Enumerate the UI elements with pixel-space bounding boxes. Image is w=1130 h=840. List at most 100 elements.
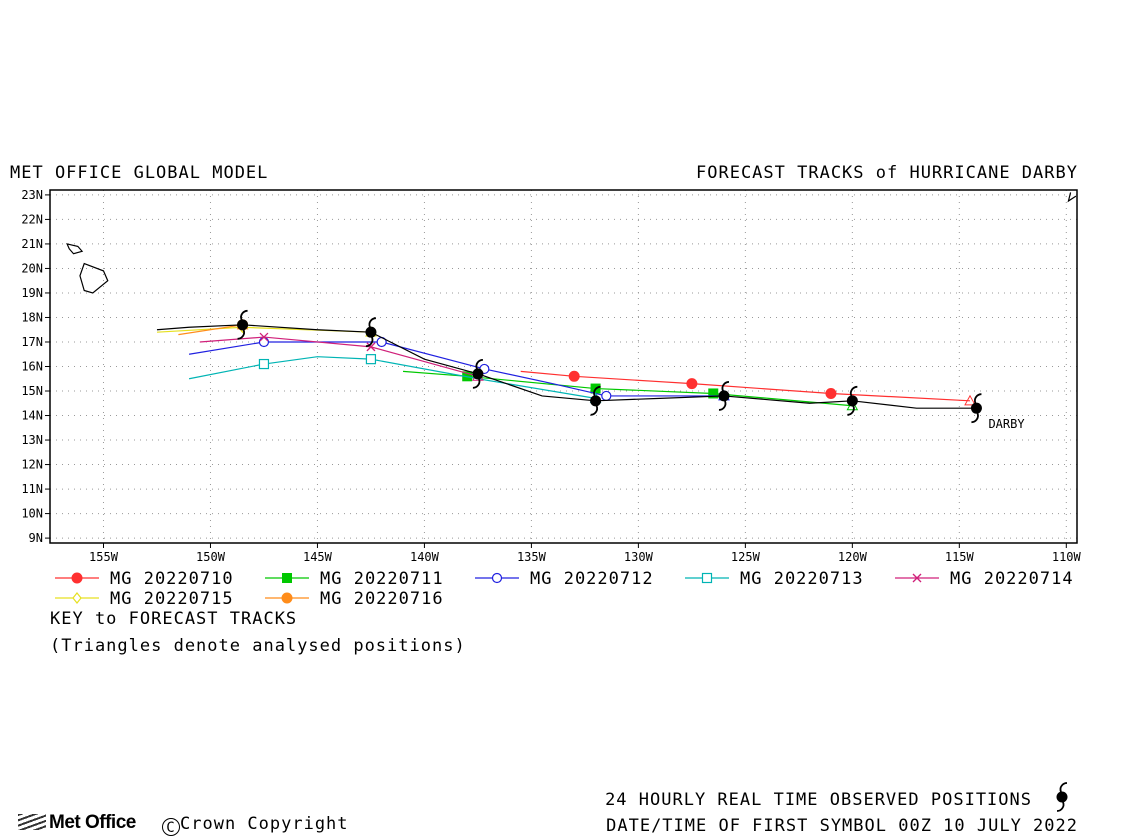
legend-label: MG 20220712	[530, 569, 654, 589]
island-maui	[66, 243, 84, 255]
hurricane-core	[590, 395, 602, 407]
marker-x	[259, 332, 269, 342]
hurricane-arm	[240, 309, 248, 321]
forecast-line	[188, 341, 724, 397]
marker-circle-filled	[281, 592, 293, 604]
marker-x	[366, 342, 376, 352]
lat-label: 13N	[21, 433, 43, 447]
lat-label: 11N	[21, 482, 43, 496]
marker-diamond-open	[72, 592, 82, 604]
hurricane-arm	[1059, 782, 1068, 793]
forecast-track	[199, 332, 484, 381]
forecast-line	[199, 336, 479, 377]
forecast-line	[156, 326, 371, 333]
hurricane-core	[1056, 791, 1068, 803]
hurricane-symbol-icon	[718, 381, 730, 411]
copyright-text: Crown Copyright	[180, 814, 349, 834]
lon-label: 120W	[838, 550, 868, 564]
legend-entry: MG 20220716	[265, 589, 444, 609]
hurricane-arm	[971, 412, 979, 424]
marker-circle-open	[601, 390, 612, 402]
marker-circle-open	[258, 336, 270, 348]
legend-entry: MG 20220712	[475, 569, 654, 589]
lat-label: 10N	[21, 507, 43, 521]
marker-circle-filled	[686, 378, 698, 390]
lon-label: 140W	[410, 550, 440, 564]
legend-label: MG 20220710	[110, 569, 234, 589]
lon-label: 115W	[945, 550, 975, 564]
marker-circle-filled	[568, 370, 580, 382]
lon-label: 130W	[624, 550, 654, 564]
map-grid	[45, 190, 1077, 548]
model-title: MET OFFICE GLOBAL MODEL	[10, 163, 269, 183]
chart-title: FORECAST TRACKS of HURRICANE DARBY	[696, 163, 1078, 183]
lat-label: 22N	[21, 212, 43, 226]
hurricane-symbol-icon	[1056, 782, 1068, 812]
legend-entry: MG 20220714	[895, 569, 1074, 589]
hurricane-core	[718, 390, 730, 402]
hurricane-core	[365, 326, 377, 338]
legend-label: MG 20220715	[110, 589, 234, 609]
marker-square-open	[365, 354, 377, 365]
marker-square-open	[701, 572, 713, 584]
lat-label: 19N	[21, 286, 43, 300]
map-frame	[49, 189, 1078, 544]
copyright: C Crown Copyright	[162, 814, 349, 836]
hurricane-arm	[365, 336, 374, 348]
marker-x	[912, 573, 922, 583]
coastline-baja	[1067, 192, 1077, 203]
storm-label: DARBY	[988, 417, 1025, 431]
lon-label: 125W	[731, 550, 761, 564]
lat-label: 20N	[21, 261, 43, 275]
lat-label: 16N	[21, 360, 43, 374]
hurricane-arm	[237, 329, 245, 340]
lat-label: 12N	[21, 458, 43, 472]
hurricane-arm	[718, 400, 727, 411]
legend-label: MG 20220713	[740, 569, 864, 589]
marker-square-filled	[282, 573, 292, 583]
observed-track	[156, 309, 982, 424]
marker-circle-filled	[71, 572, 83, 584]
hurricane-arm	[849, 385, 858, 397]
marker-x-stroke	[912, 573, 922, 583]
marker-circle-open	[491, 572, 503, 584]
met-office-logo: Met Office	[18, 812, 136, 834]
lon-label: 145W	[303, 550, 333, 564]
lon-label: 150W	[196, 550, 226, 564]
hurricane-arm	[974, 393, 982, 404]
lat-label: 17N	[21, 335, 43, 349]
hurricane-symbol-icon	[846, 385, 858, 416]
forecast-line	[178, 324, 243, 336]
hurricane-symbol-icon	[590, 385, 602, 416]
lat-label: 21N	[21, 237, 43, 251]
lat-label: 15N	[21, 384, 43, 398]
legend-entry: MG 20220715	[55, 589, 234, 609]
hurricane-symbol-icon	[970, 393, 982, 424]
hawaii-islands	[66, 192, 1077, 294]
island-hawaii	[79, 262, 109, 294]
legend-label: MG 20220714	[950, 569, 1074, 589]
met-office-logo-text: Met Office	[49, 812, 136, 833]
lon-label: 110W	[1052, 550, 1082, 564]
hurricane-symbol-icon	[472, 358, 484, 389]
legend-label: MG 20220716	[320, 589, 444, 609]
hurricane-arm	[368, 317, 377, 328]
legend-label: MG 20220711	[320, 569, 444, 589]
marker-square-filled	[708, 388, 719, 399]
copyright-icon: C	[162, 818, 180, 836]
hurricane-symbol-icon	[237, 309, 249, 340]
longitude-labels: 155W 150W 145W 140W 135W 130W 125W 120W 115W 110W	[89, 550, 1081, 564]
forecast-track	[520, 370, 976, 406]
lat-label: 18N	[21, 310, 43, 324]
legend-entry: MG 20220713	[685, 569, 864, 589]
hurricane-arm	[475, 358, 484, 370]
latitude-labels: 23N 22N 21N 20N 19N 18N 17N 16N 15N 14N 13N 12N 11N 1…	[21, 188, 43, 545]
lon-label: 135W	[517, 550, 547, 564]
hurricane-arm	[721, 381, 730, 392]
hurricane-core	[237, 319, 249, 331]
lat-label: 23N	[21, 188, 43, 202]
forecast-track	[188, 354, 602, 403]
analysed-triangle	[964, 394, 976, 406]
legend-entry: MG 20220710	[55, 569, 234, 589]
